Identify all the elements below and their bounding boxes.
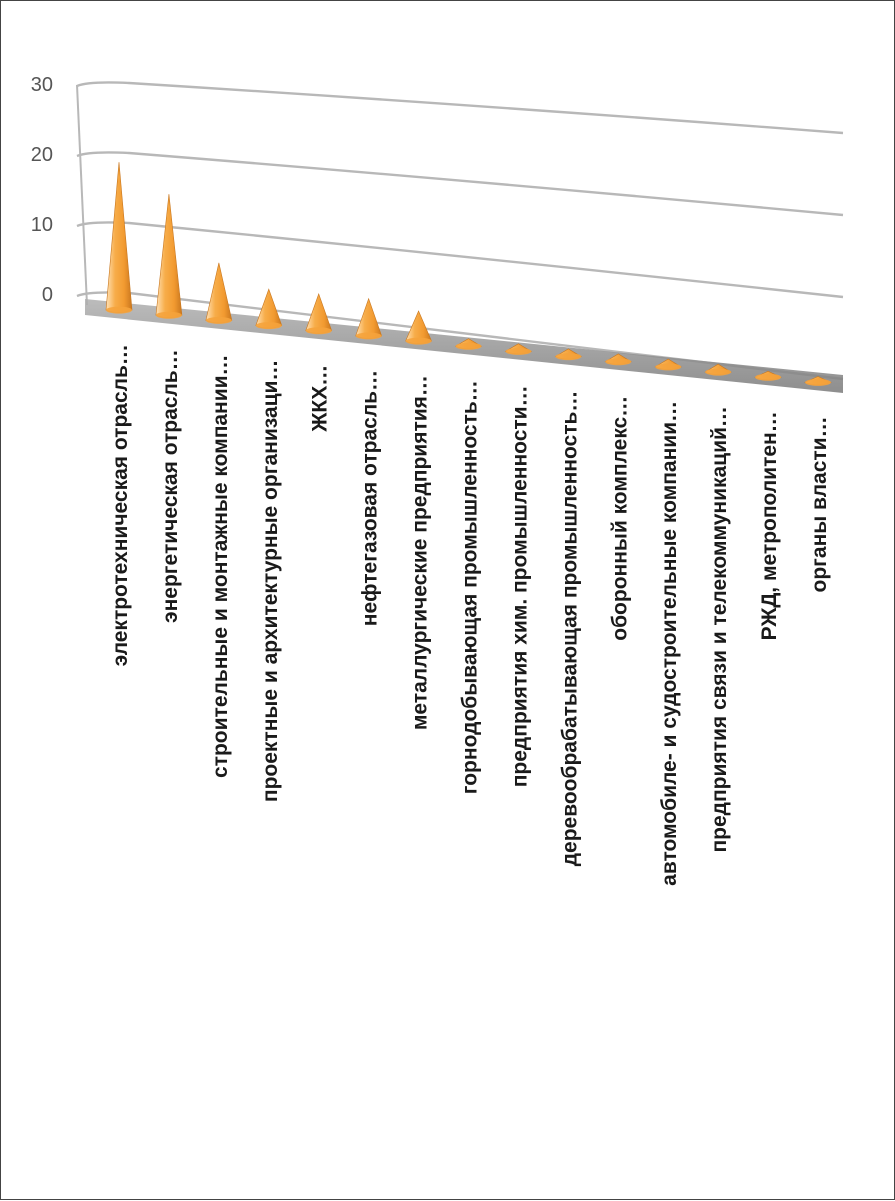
cone-bar-10 [554, 348, 583, 361]
cone-bar-2 [155, 194, 183, 319]
x-category-label: предприятия связи и телекоммуникаций… [708, 406, 731, 852]
gridline-20 [76, 151, 844, 217]
cone-shape [155, 194, 183, 319]
y-tick-label-20: 20 [31, 144, 53, 166]
cone-base [255, 322, 282, 330]
cone-bar-6 [355, 297, 383, 340]
cone-series [105, 162, 832, 386]
x-category-label: металлургические предприятия… [409, 375, 432, 730]
cone-bar-4 [255, 288, 283, 330]
cone-bar-7 [405, 310, 432, 345]
left-wall-edge [76, 84, 88, 306]
cone-base [405, 337, 432, 345]
x-category-label: деревообрабатывающая промышленность… [558, 391, 581, 867]
x-category-label: РЖД, метрополитен… [758, 411, 781, 640]
cone-base [305, 327, 332, 335]
x-category-label: проектные и архитектурные организаци… [259, 360, 282, 803]
cone-bar-15 [804, 376, 832, 386]
x-category-label: автомобиле- и судостроительные компании… [658, 401, 681, 886]
cone-shape [205, 262, 233, 324]
x-category-label: электротехническая отрасль… [109, 344, 132, 666]
cone-base [555, 353, 582, 361]
cone-base [355, 332, 382, 340]
x-category-label: горнодобывающая промышленность… [459, 380, 482, 794]
x-category-label: оборонный комплекс… [608, 396, 631, 641]
cone-bar-11 [604, 353, 632, 366]
x-category-label: предприятия хим. промышленности… [508, 385, 531, 787]
y-tick-label-0: 0 [42, 284, 53, 306]
gridline-30 [76, 81, 844, 135]
cone-base [705, 368, 732, 376]
x-category-label: строительные и монтажные компании… [209, 354, 232, 778]
cone-base [106, 306, 132, 314]
cone-base [505, 347, 532, 355]
cone-bar-13 [704, 363, 732, 376]
y-axis: 0 10 20 30 [31, 74, 53, 306]
cone-bar-1 [105, 162, 133, 314]
x-category-label: энергетическая отрасль… [159, 349, 182, 623]
cone-shape [105, 162, 133, 313]
cone-base [155, 311, 182, 319]
y-tick-label-30: 30 [31, 74, 53, 96]
cone-base [755, 373, 782, 381]
x-category-label: ЖКХ… [309, 365, 332, 433]
cone-bar-9 [504, 343, 533, 355]
cone-base [655, 363, 682, 371]
cone-base [205, 316, 232, 324]
gridlines [76, 81, 844, 381]
cone-bar-14 [754, 370, 782, 381]
cone-bar-8 [454, 338, 483, 350]
cone-base [805, 378, 831, 386]
cone-base [605, 358, 632, 366]
cone-bar-12 [654, 358, 682, 371]
x-category-label: органы власти… [808, 416, 831, 592]
cone-base [455, 342, 482, 350]
x-axis: электротехническая отрасль… энергетическа… [109, 344, 831, 886]
cone-bar-3 [205, 262, 233, 324]
cone-bar-5 [305, 293, 333, 335]
x-category-label: нефтегазовая отрасль… [359, 370, 382, 626]
y-tick-label-10: 10 [31, 214, 53, 236]
gridline-10 [76, 221, 844, 299]
